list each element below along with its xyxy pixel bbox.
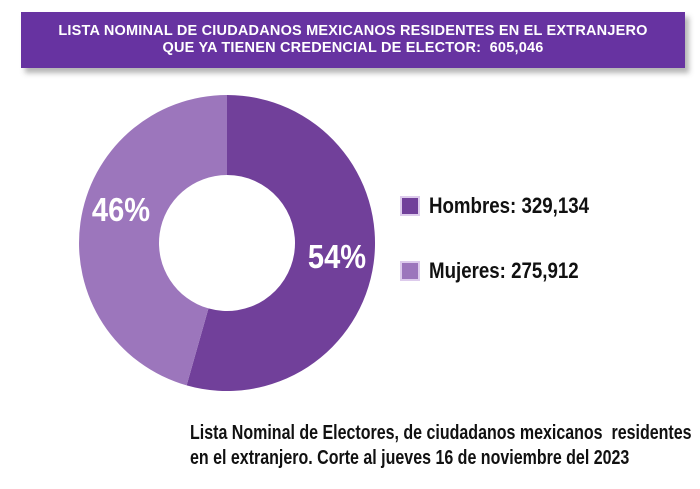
donut-slice-mujeres <box>79 95 227 386</box>
caption: Lista Nominal de Electores, de ciudadano… <box>190 421 700 471</box>
caption-line-2: en el extranjero. Corte al jueves 16 de … <box>190 447 630 469</box>
donut-chart <box>77 93 377 393</box>
caption-line-1: Lista Nominal de Electores, de ciudadano… <box>190 422 692 444</box>
legend-label-hombres: Hombres: 329,134 <box>429 193 590 218</box>
slice-label-mujeres: 46% <box>91 191 151 228</box>
legend-label-mujeres: Mujeres: 275,912 <box>429 258 579 283</box>
donut-slice-hombres <box>186 95 376 391</box>
legend-swatch-hombres-icon <box>400 196 420 216</box>
legend-swatch-mujeres-icon <box>400 261 420 281</box>
donut-chart-svg <box>79 95 376 391</box>
title-line-1: LISTA NOMINAL DE CIUDADANOS MEXICANOS RE… <box>58 23 648 39</box>
title-line-2: QUE YA TIENEN CREDENCIAL DE ELECTOR: 605… <box>162 40 544 56</box>
legend-item-hombres: Hombres: 329,134 <box>400 193 617 218</box>
slice-label-hombres: 54% <box>307 238 367 275</box>
legend: Hombres: 329,134 Mujeres: 275,912 <box>400 193 617 325</box>
legend-item-mujeres: Mujeres: 275,912 <box>400 258 617 283</box>
title-banner: LISTA NOMINAL DE CIUDADANOS MEXICANOS RE… <box>21 12 685 68</box>
